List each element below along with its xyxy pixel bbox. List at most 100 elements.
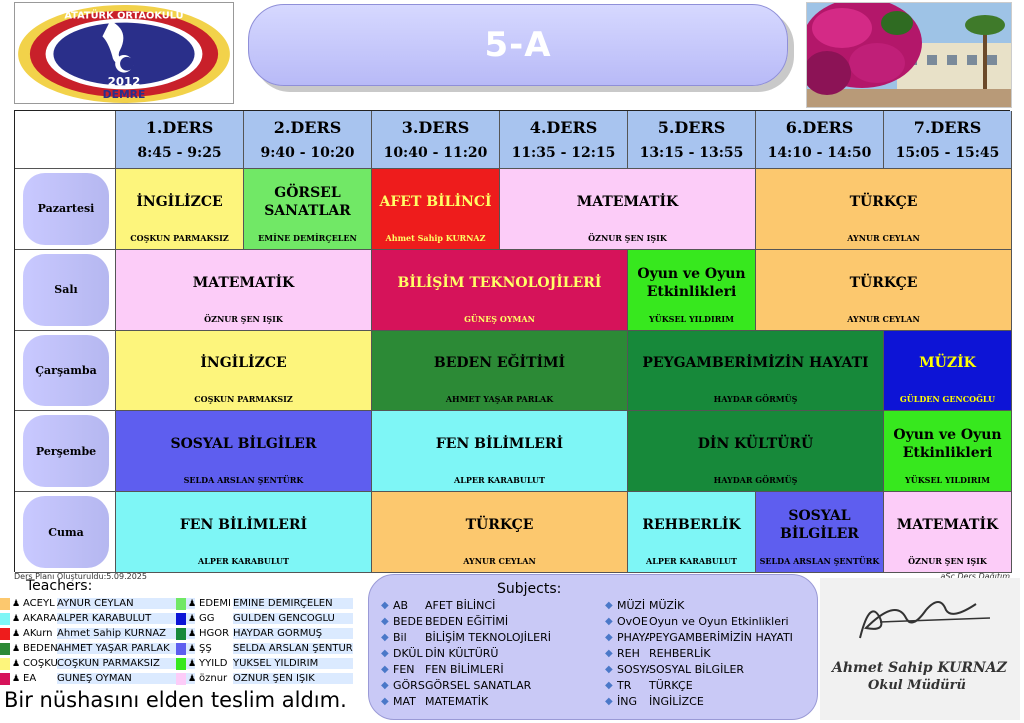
subject-code: REH bbox=[617, 646, 640, 660]
teacher-color-swatch bbox=[0, 612, 10, 625]
subject-legend-item: ◆ DKÜL DİN KÜLTÜRÜ bbox=[381, 645, 551, 661]
teacher-legend-item: ♟ GG GÜLDEN GENCOĞLU bbox=[176, 611, 353, 626]
subject-legend-item: ◆ Bil BİLİŞİM TEKNOLOJİLERİ bbox=[381, 629, 551, 645]
teacher-icon: ♟ bbox=[12, 643, 21, 654]
school-photo bbox=[806, 2, 1012, 108]
lesson-subject: SOSYAL BİLGİLER bbox=[780, 508, 859, 543]
lesson-teacher: ÖZNUR ŞEN IŞIK bbox=[588, 232, 667, 243]
subject-name: AFET BİLİNCİ bbox=[425, 598, 496, 612]
teacher-code: EDEMI bbox=[199, 598, 231, 609]
teacher-legend-item: ♟ HGÖR HAYDAR GÖRMÜŞ bbox=[176, 626, 353, 641]
teacher-code: ŞŞ bbox=[199, 643, 212, 654]
diamond-icon: ◆ bbox=[605, 663, 613, 675]
lesson-teacher: Ahmet Sahip KURNAZ bbox=[385, 232, 486, 243]
lesson-teacher: ALPER KARABULUT bbox=[454, 475, 545, 486]
lesson-subject: MATEMATİK bbox=[192, 274, 295, 291]
lesson-subject: AFET BİLİNCİ bbox=[379, 193, 492, 210]
teacher-color-swatch bbox=[176, 627, 186, 640]
lesson-cell: TÜRKÇE AYNUR CEYLAN bbox=[756, 169, 1012, 250]
lesson-subject: BEDEN EĞİTİMİ bbox=[433, 355, 566, 372]
diamond-icon: ◆ bbox=[605, 599, 613, 611]
lesson-cell: FEN BİLİMLERİ ALPER KARABULUT bbox=[372, 411, 628, 493]
subject-code: OvOE bbox=[617, 614, 648, 628]
diamond-icon: ◆ bbox=[605, 695, 613, 707]
lesson-subject: TÜRKÇE bbox=[849, 274, 918, 291]
teacher-color-swatch bbox=[176, 642, 186, 655]
diamond-icon: ◆ bbox=[381, 631, 389, 643]
teacher-code: HGÖR bbox=[199, 628, 230, 639]
lesson-subject: BİLİŞİM TEKNOLOJİLERİ bbox=[397, 274, 602, 291]
teacher-name: AYNUR CEYLAN bbox=[57, 598, 195, 609]
teacher-icon: ♟ bbox=[12, 673, 21, 684]
diamond-icon: ◆ bbox=[381, 679, 389, 691]
period-time: 14:10 - 14:50 bbox=[767, 144, 872, 161]
subject-code: DKÜL bbox=[393, 646, 423, 660]
lesson-teacher: HAYDAR GÖRMÜŞ bbox=[713, 475, 798, 486]
period-header-6: 6.DERS 14:10 - 14:50 bbox=[756, 111, 884, 169]
subject-legend-item: ◆ MÜZİ MÜZİK bbox=[605, 597, 793, 613]
subject-legend-item: ◆ REH REHBERLİK bbox=[605, 645, 793, 661]
subject-name: DİN KÜLTÜRÜ bbox=[425, 646, 499, 660]
lesson-subject: İNGİLİZCE bbox=[200, 355, 287, 372]
teacher-color-swatch bbox=[176, 612, 186, 625]
lesson-cell: PEYGAMBERİMİZİN HAYATI HAYDAR GÖRMÜŞ bbox=[628, 330, 884, 412]
period-label: 3.DERS bbox=[401, 117, 470, 137]
period-header-7: 7.DERS 15:05 - 15:45 bbox=[884, 111, 1012, 169]
day-label: Cuma bbox=[23, 496, 109, 568]
teacher-code: öznur bbox=[199, 673, 228, 684]
period-time: 10:40 - 11:20 bbox=[383, 144, 488, 161]
subject-code: SOSYA bbox=[617, 662, 649, 676]
lesson-cell: SOSYAL BİLGİLER SELDA ARSLAN ŞENTÜRK bbox=[756, 492, 884, 573]
day-label: Çarşamba bbox=[23, 334, 109, 407]
subject-name: MATEMATİK bbox=[425, 694, 489, 708]
lesson-subject: GÖRSEL SANATLAR bbox=[264, 184, 351, 219]
subject-code: MÜZİ bbox=[617, 598, 646, 612]
subject-legend-item: ◆ GÖRS GÖRSEL SANATLAR bbox=[381, 677, 551, 693]
school-emblem: 2012 DEMRE ATATÜRK ORTAOKULU bbox=[18, 4, 230, 103]
subject-legend-item: ◆ TR TÜRKÇE bbox=[605, 677, 793, 693]
lesson-teacher: ÖZNUR ŞEN IŞIK bbox=[204, 313, 283, 324]
lesson-cell: İNGİLİZCE COŞKUN PARMAKSIZ bbox=[116, 169, 244, 250]
lesson-cell: MATEMATİK ÖZNUR ŞEN IŞIK bbox=[116, 249, 372, 331]
period-header-3: 3.DERS 10:40 - 11:20 bbox=[372, 111, 500, 169]
period-label: 6.DERS bbox=[785, 117, 854, 137]
lesson-subject: SOSYAL BİLGİLER bbox=[170, 436, 317, 453]
period-time: 9:40 - 10:20 bbox=[260, 144, 355, 161]
lesson-subject: MATEMATİK bbox=[896, 517, 999, 534]
subject-code: FEN bbox=[393, 662, 415, 676]
lesson-cell: REHBERLİK ALPER KARABULUT bbox=[628, 492, 756, 573]
lesson-teacher: SELDA ARSLAN ŞENTÜRK bbox=[183, 475, 304, 486]
subject-legend-item: ◆ MAT MATEMATİK bbox=[381, 693, 551, 709]
lesson-cell: BEDEN EĞİTİMİ AHMET YAŞAR PARLAK bbox=[372, 330, 628, 412]
subject-name: İNGİLİZCE bbox=[649, 694, 704, 708]
period-label: 1.DERS bbox=[145, 117, 214, 137]
subject-code: PHAYA bbox=[617, 630, 649, 644]
teacher-legend-item: ♟ AKurn Ahmet Sahip KURNAZ bbox=[0, 626, 195, 641]
subject-code: TR bbox=[617, 678, 632, 692]
teachers-list-left: ♟ ACEYL AYNUR CEYLAN ♟ AKARA ALPER KARABULUT ♟… bbox=[0, 596, 195, 686]
subject-code: AB bbox=[393, 598, 409, 612]
teacher-icon: ♟ bbox=[188, 598, 197, 609]
teachers-title: Teachers: bbox=[26, 578, 93, 594]
lesson-teacher: COŞKUN PARMAKSIZ bbox=[130, 232, 229, 243]
subject-legend-item: ◆ OvOE Oyun ve Oyun Etkinlikleri bbox=[605, 613, 793, 629]
subject-legend-item: ◆ AB AFET BİLİNCİ bbox=[381, 597, 551, 613]
lesson-subject: PEYGAMBERİMİZİN HAYATI bbox=[642, 355, 869, 372]
signature-title: Okul Müdürü bbox=[868, 678, 966, 693]
lesson-teacher: YÜKSEL YILDIRIM bbox=[905, 475, 990, 486]
teacher-legend-item: ♟ ŞŞ SELDA ARSLAN ŞENTÜRK bbox=[176, 641, 353, 656]
lesson-teacher: AYNUR CEYLAN bbox=[847, 232, 920, 243]
day-label-cell: Perşembe bbox=[15, 411, 116, 493]
day-label-cell: Cuma bbox=[15, 492, 116, 573]
lesson-cell: TÜRKÇE AYNUR CEYLAN bbox=[756, 249, 1012, 331]
teacher-icon: ♟ bbox=[12, 628, 21, 639]
lesson-subject: FEN BİLİMLERİ bbox=[435, 436, 564, 453]
diamond-icon: ◆ bbox=[381, 663, 389, 675]
class-title: 5-A bbox=[484, 25, 552, 65]
lesson-subject: FEN BİLİMLERİ bbox=[179, 517, 308, 534]
lesson-teacher: COŞKUN PARMAKSIZ bbox=[194, 394, 293, 405]
teacher-name: ALPER KARABULUT bbox=[57, 613, 195, 624]
period-header-2: 2.DERS 9:40 - 10:20 bbox=[244, 111, 372, 169]
diamond-icon: ◆ bbox=[381, 615, 389, 627]
teacher-name: HAYDAR GÖRMÜŞ bbox=[233, 628, 353, 639]
